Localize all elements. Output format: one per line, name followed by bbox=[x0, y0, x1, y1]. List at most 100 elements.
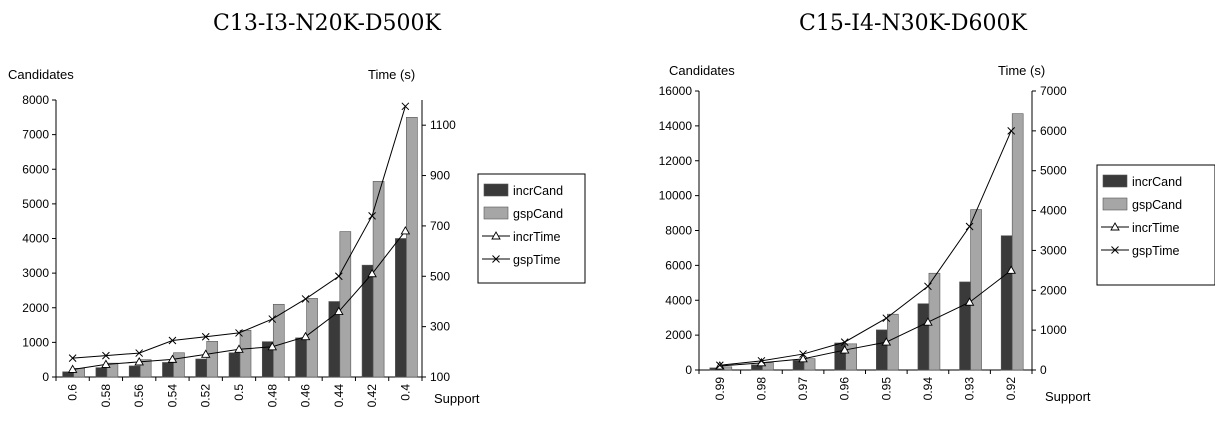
point-incrTime bbox=[267, 341, 278, 351]
y-right-tick-label: 1100 bbox=[430, 118, 456, 132]
y-right-tick-label: 6000 bbox=[1040, 124, 1067, 138]
x-category-label: 0.52 bbox=[199, 384, 213, 408]
legend: incrCand gspCand incrTime gspTime bbox=[477, 173, 586, 284]
chart-title: C13-I3-N20K-D500K bbox=[213, 11, 442, 36]
legend-label-incrTime: incrTime bbox=[1132, 221, 1180, 235]
legend-swatch-gspCand bbox=[483, 206, 509, 220]
bar-incrCand bbox=[1000, 235, 1013, 371]
bar-incrCand bbox=[917, 303, 930, 371]
y-left-tick-label: 5000 bbox=[22, 197, 49, 211]
x-category-label: 0.42 bbox=[365, 384, 379, 408]
y-left-tick-label: 2000 bbox=[665, 328, 692, 342]
legend-label-incrCand: incrCand bbox=[513, 184, 563, 198]
bar-gspCand bbox=[272, 303, 285, 378]
legend-marker-gspTime bbox=[1111, 246, 1119, 254]
point-gspTime bbox=[799, 350, 807, 358]
legend-swatch-incrCand bbox=[483, 183, 509, 197]
y-left-tick-label: 6000 bbox=[665, 258, 692, 272]
point-gspTime bbox=[924, 282, 932, 291]
legend-swatch-incrCand bbox=[1102, 174, 1128, 188]
y-left-tick-label: 12000 bbox=[659, 154, 693, 168]
bar-incrCand bbox=[228, 352, 241, 378]
legend-label-gspTime: gspTime bbox=[513, 253, 561, 267]
bar-gspCand bbox=[239, 329, 252, 378]
bar-incrCand bbox=[295, 337, 307, 378]
x-category-label: 0.6 bbox=[66, 384, 80, 401]
line-gspTime bbox=[719, 130, 1012, 366]
y-left-tick-label: 16000 bbox=[659, 84, 693, 98]
point-incrTime bbox=[400, 226, 411, 235]
legend-label-gspCand: gspCand bbox=[1132, 198, 1182, 212]
legend-marker-incrTime bbox=[491, 231, 501, 240]
point-incrTime bbox=[839, 345, 850, 354]
legend-label-incrTime: incrTime bbox=[513, 230, 561, 244]
point-gspTime bbox=[715, 361, 724, 370]
bar-gspCand bbox=[372, 181, 385, 378]
point-gspTime bbox=[840, 338, 849, 346]
bar-gspCand bbox=[970, 209, 982, 371]
bar-gspCand bbox=[173, 352, 185, 378]
y-left-tick-label: 1000 bbox=[22, 335, 49, 349]
y-left-tick-label: 8000 bbox=[665, 224, 692, 238]
x-category-label: 0.98 bbox=[754, 377, 768, 401]
bar-gspCand bbox=[139, 359, 152, 378]
point-gspTime bbox=[368, 211, 376, 220]
point-gspTime bbox=[965, 222, 974, 231]
point-gspTime bbox=[168, 336, 177, 345]
bar-gspCand bbox=[406, 117, 418, 378]
bar-incrCand bbox=[162, 362, 174, 378]
y-right-tick-label: 5000 bbox=[1040, 164, 1067, 178]
point-incrTime bbox=[964, 297, 975, 306]
point-gspTime bbox=[1007, 127, 1016, 135]
point-incrTime bbox=[300, 331, 311, 341]
y-left-tick-label: 0 bbox=[42, 370, 49, 384]
bar-incrCand bbox=[95, 367, 108, 378]
y-right-tick-label: 300 bbox=[430, 320, 450, 334]
point-gspTime bbox=[268, 315, 277, 323]
y-left-tick-label: 10000 bbox=[659, 189, 693, 203]
y-axis-left-label: Candidates bbox=[669, 63, 735, 78]
y-axis-right-label: Time (s) bbox=[998, 63, 1045, 78]
x-category-label: 0.92 bbox=[1004, 377, 1018, 401]
y-right-tick-label: 500 bbox=[430, 269, 450, 283]
x-category-label: 0.95 bbox=[879, 377, 893, 401]
y-right-tick-label: 900 bbox=[430, 169, 450, 183]
bar-incrCand bbox=[195, 358, 208, 378]
y-left-tick-label: 6000 bbox=[22, 162, 49, 176]
y-axis-left-label: Candidates bbox=[8, 67, 74, 82]
legend-marker-incrTime bbox=[1110, 222, 1120, 231]
x-category-label: 0.93 bbox=[963, 377, 977, 401]
point-incrTime bbox=[200, 349, 211, 358]
x-category-label: 0.99 bbox=[713, 377, 727, 401]
point-gspTime bbox=[401, 102, 410, 111]
bar-incrCand bbox=[959, 281, 971, 371]
point-incrTime bbox=[923, 317, 933, 326]
y-left-tick-label: 8000 bbox=[22, 93, 49, 107]
y-left-tick-label: 14000 bbox=[659, 119, 693, 133]
y-right-tick-label: 1000 bbox=[1040, 323, 1067, 337]
x-category-label: 0.5 bbox=[232, 384, 246, 401]
point-incrTime bbox=[67, 364, 78, 373]
x-axis-label: Support bbox=[1045, 389, 1091, 404]
legend-swatch-gspCand bbox=[1102, 197, 1128, 211]
x-category-label: 0.56 bbox=[132, 384, 146, 408]
point-gspTime bbox=[201, 332, 210, 341]
x-category-label: 0.97 bbox=[796, 377, 810, 401]
y-right-tick-label: 2000 bbox=[1040, 283, 1067, 297]
y-right-tick-label: 3000 bbox=[1040, 243, 1067, 257]
y-left-tick-label: 0 bbox=[685, 363, 692, 377]
y-right-tick-label: 7000 bbox=[1040, 84, 1067, 98]
legend-label-incrCand: incrCand bbox=[1132, 175, 1182, 189]
point-incrTime bbox=[134, 356, 144, 366]
point-gspTime bbox=[301, 295, 310, 303]
y-right-tick-label: 4000 bbox=[1040, 204, 1067, 218]
bar-gspCand bbox=[928, 272, 941, 371]
point-incrTime bbox=[1006, 265, 1016, 274]
x-category-label: 0.4 bbox=[398, 384, 412, 401]
point-incrTime bbox=[101, 359, 111, 368]
line-gspTime bbox=[72, 106, 406, 359]
legend-label-gspTime: gspTime bbox=[1132, 244, 1180, 258]
legend-marker-gspTime bbox=[492, 255, 500, 263]
point-gspTime bbox=[334, 272, 343, 281]
